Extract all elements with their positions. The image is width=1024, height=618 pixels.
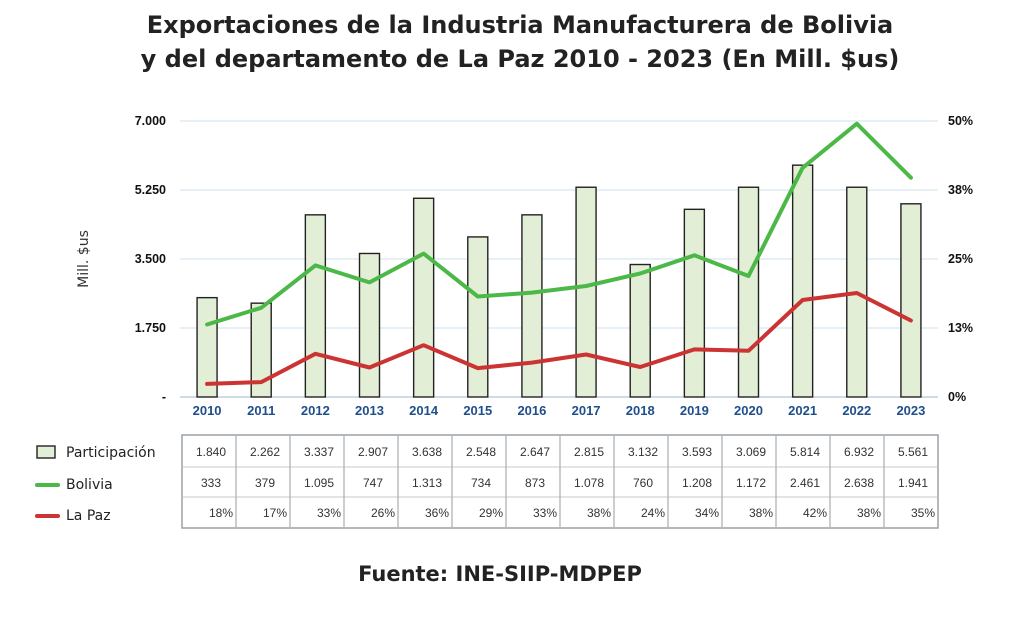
y-tick-label: - bbox=[162, 390, 166, 404]
table-cell: 24% bbox=[641, 506, 665, 520]
y2-tick-label: 50% bbox=[948, 114, 973, 128]
table-cell: 2.461 bbox=[790, 476, 820, 490]
x-tick-label: 2010 bbox=[193, 403, 222, 418]
table-cell: 1.078 bbox=[574, 476, 604, 490]
table-cell: 38% bbox=[857, 506, 881, 520]
table-cell: 1.172 bbox=[736, 476, 766, 490]
table-cell: 26% bbox=[371, 506, 395, 520]
bar-participacion bbox=[737, 186, 760, 398]
bar-participacion bbox=[304, 214, 327, 398]
table-cell: 2.638 bbox=[844, 476, 874, 490]
chart-title-line-2: y del departamento de La Paz 2010 - 2023… bbox=[140, 45, 900, 73]
table-cell: 3.638 bbox=[412, 445, 442, 459]
table-cell: 35% bbox=[911, 506, 935, 520]
legend-label: La Paz bbox=[66, 508, 111, 524]
table-cell: 2.262 bbox=[250, 445, 280, 459]
x-tick-label: 2017 bbox=[572, 403, 601, 418]
table-cell: 36% bbox=[425, 506, 449, 520]
table-cell: 5.561 bbox=[898, 445, 928, 459]
table-cell: 1.941 bbox=[898, 476, 928, 490]
table-cell: 1.095 bbox=[304, 476, 334, 490]
y-tick-label: 7.000 bbox=[135, 114, 166, 128]
legend: Participación Bolivia La Paz bbox=[35, 445, 156, 524]
x-tick-label: 2014 bbox=[409, 403, 439, 418]
x-tick-label: 2019 bbox=[680, 403, 709, 418]
bar-participacion bbox=[467, 236, 489, 398]
x-tick-label: 2018 bbox=[626, 403, 655, 418]
table-cell: 29% bbox=[479, 506, 503, 520]
x-tick-label: 2015 bbox=[463, 403, 492, 418]
table-cell: 2.815 bbox=[574, 445, 604, 459]
bar-participacion bbox=[521, 214, 543, 398]
series-lines bbox=[205, 121, 913, 386]
table-cell: 734 bbox=[471, 476, 491, 490]
table-cell: 1.313 bbox=[412, 476, 442, 490]
table-cell: 34% bbox=[695, 506, 719, 520]
chart-title: Exportaciones de la Industria Manufactur… bbox=[0, 8, 1024, 76]
y2-tick-label: 25% bbox=[948, 252, 973, 266]
table-cell: 3.069 bbox=[736, 445, 766, 459]
bar-participacion bbox=[629, 263, 651, 398]
legend-label: Bolivia bbox=[66, 477, 113, 493]
line-la-paz bbox=[205, 291, 913, 386]
table-cell: 38% bbox=[587, 506, 611, 520]
table-cell: 33% bbox=[533, 506, 557, 520]
data-table: 1.840 2.262 3.337 2.907 3.638 2.548 2.647 2.815… bbox=[181, 434, 939, 529]
axes: - 0% 1.750 13% 3.500 25% 5.250 38% 7.000 50% Mill.… bbox=[76, 114, 973, 418]
table-cell: 1.208 bbox=[682, 476, 712, 490]
table-cell: 42% bbox=[803, 506, 827, 520]
bar-participacion bbox=[358, 252, 381, 398]
table-cell: 2.548 bbox=[466, 445, 496, 459]
x-tick-label: 2021 bbox=[788, 403, 817, 418]
participacion-bars bbox=[196, 164, 922, 398]
x-tick-label: 2013 bbox=[355, 403, 384, 418]
x-tick-label: 2012 bbox=[301, 403, 330, 418]
y2-tick-label: 38% bbox=[948, 183, 973, 197]
table-cell: 1.840 bbox=[196, 445, 226, 459]
table-cell: 2.907 bbox=[358, 445, 388, 459]
table-cell: 3.337 bbox=[304, 445, 334, 459]
table-cell: 873 bbox=[525, 476, 545, 490]
table-cell: 333 bbox=[201, 476, 221, 490]
bar-participacion bbox=[412, 197, 435, 398]
y2-tick-label: 0% bbox=[948, 390, 966, 404]
grid-lines bbox=[180, 120, 938, 398]
x-tick-label: 2022 bbox=[842, 403, 871, 418]
legend-swatch-participacion bbox=[36, 445, 56, 459]
table-cell: 18% bbox=[209, 506, 233, 520]
y2-tick-label: 13% bbox=[948, 321, 973, 335]
table-cell: 2.647 bbox=[520, 445, 550, 459]
x-tick-label: 2016 bbox=[517, 403, 546, 418]
table-cell: 17% bbox=[263, 506, 287, 520]
table-cell: 5.814 bbox=[790, 445, 820, 459]
y-axis-label: Mill. $us bbox=[76, 230, 92, 288]
y-tick-label: 5.250 bbox=[135, 183, 166, 197]
source-note: Fuente: INE-SIIP-MDPEP bbox=[358, 562, 642, 586]
table-cell: 6.932 bbox=[844, 445, 874, 459]
x-tick-label: 2023 bbox=[896, 403, 925, 418]
table-cell: 747 bbox=[363, 476, 383, 490]
bar-participacion bbox=[791, 164, 814, 398]
line-bolivia bbox=[205, 121, 913, 327]
x-tick-label: 2020 bbox=[734, 403, 763, 418]
table-cell: 379 bbox=[255, 476, 275, 490]
table-cell: 3.593 bbox=[682, 445, 712, 459]
y-tick-label: 3.500 bbox=[135, 252, 166, 266]
legend-label: Participación bbox=[66, 445, 156, 461]
bar-participacion bbox=[250, 302, 272, 398]
bar-participacion bbox=[683, 208, 706, 398]
bar-participacion bbox=[575, 186, 597, 398]
table-cell: 38% bbox=[749, 506, 773, 520]
chart-title-line-1: Exportaciones de la Industria Manufactur… bbox=[146, 11, 894, 39]
table-cell: 3.132 bbox=[628, 445, 658, 459]
bar-participacion bbox=[900, 203, 922, 398]
x-tick-label: 2011 bbox=[247, 403, 275, 418]
table-cell: 33% bbox=[317, 506, 341, 520]
table-cell: 760 bbox=[633, 476, 653, 490]
y-tick-label: 1.750 bbox=[135, 321, 166, 335]
